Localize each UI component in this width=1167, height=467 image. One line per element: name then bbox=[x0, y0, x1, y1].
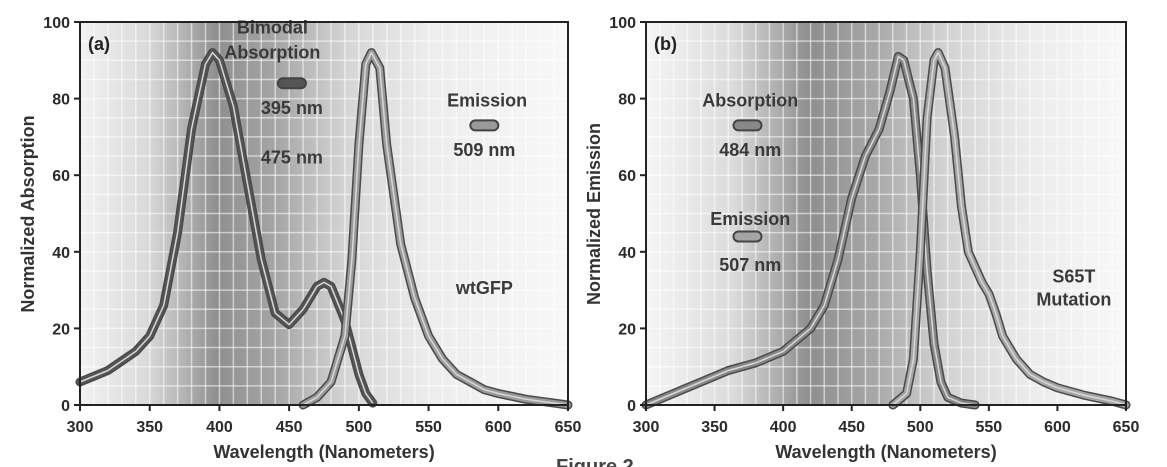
annotation-label: wtGFP bbox=[455, 278, 513, 298]
annotation-label: 507 nm bbox=[719, 255, 781, 275]
annotation-label: Mutation bbox=[1036, 289, 1111, 309]
legend-swatch bbox=[276, 77, 307, 90]
annotation-label: Absorption bbox=[702, 90, 798, 110]
series-line-highlight bbox=[645, 55, 976, 406]
legend-marks bbox=[732, 119, 763, 243]
annotations: Bimodal Absorption 395 nm 475 nm Emission 509… bbox=[224, 17, 527, 297]
series-line-highlight bbox=[892, 51, 1127, 406]
annotation-label: S65T bbox=[1052, 266, 1095, 286]
curves bbox=[641, 48, 1131, 410]
y-tick-label: 40 bbox=[618, 245, 636, 262]
plot-frame bbox=[645, 21, 1127, 406]
annotation-label: Emission bbox=[447, 90, 527, 110]
y-axis-label: Normalized Emission bbox=[584, 123, 604, 305]
y-tick-label: 60 bbox=[52, 168, 70, 185]
x-tick-label: 300 bbox=[633, 419, 660, 436]
x-axis-label: Wavelength (Nanometers) bbox=[213, 442, 434, 462]
series-line-highlight bbox=[302, 51, 569, 406]
ticks: 300 350 400 450 500 550 600 650 0 20 40 60 80 100 bbox=[609, 15, 1139, 436]
y-tick-label: 60 bbox=[618, 168, 636, 185]
x-tick-label: 500 bbox=[907, 419, 934, 436]
y-tick-label: 0 bbox=[61, 398, 70, 415]
x-tick-label: 650 bbox=[555, 419, 582, 436]
annotation-label: Emission bbox=[710, 209, 790, 229]
x-tick-label: 350 bbox=[136, 419, 163, 436]
legend-swatch bbox=[732, 119, 763, 132]
annotation-label: 509 nm bbox=[453, 140, 515, 160]
panel-label: (a) bbox=[88, 34, 110, 54]
x-tick-label: 400 bbox=[206, 419, 233, 436]
x-tick-label: 450 bbox=[276, 419, 303, 436]
annotations: Absorption 484 nm Emission 507 nm S65T Mutati… bbox=[702, 90, 1111, 309]
legend-swatch bbox=[469, 119, 500, 132]
x-tick-label: 450 bbox=[838, 419, 865, 436]
y-tick-label: 40 bbox=[52, 245, 70, 262]
x-tick-label: 600 bbox=[485, 419, 512, 436]
x-tick-label: 550 bbox=[415, 419, 442, 436]
x-axis-label: Wavelength (Nanometers) bbox=[775, 442, 996, 462]
panel-label: (b) bbox=[654, 34, 677, 54]
chart-panel-b: Absorption 484 nm Emission 507 nm S65T Mutati… bbox=[584, 15, 1139, 462]
plot-frame bbox=[79, 21, 569, 406]
y-tick-label: 100 bbox=[609, 15, 636, 32]
annotation-label: 484 nm bbox=[719, 140, 781, 160]
annotation-label: Bimodal bbox=[237, 17, 308, 37]
legend-marks bbox=[276, 77, 500, 132]
figure-caption-fragment: Figure 2 bbox=[556, 456, 634, 467]
x-tick-label: 400 bbox=[770, 419, 797, 436]
y-tick-label: 20 bbox=[52, 321, 70, 338]
y-tick-label: 80 bbox=[618, 92, 636, 109]
annotation-label: 395 nm bbox=[261, 98, 323, 118]
x-tick-label: 300 bbox=[67, 419, 94, 436]
chart-panel-a: Bimodal Absorption 395 nm 475 nm Emission 509… bbox=[18, 15, 581, 462]
x-tick-label: 600 bbox=[1044, 419, 1071, 436]
y-axis-label: Normalized Absorption bbox=[18, 115, 38, 312]
x-tick-label: 500 bbox=[346, 419, 373, 436]
curves bbox=[75, 48, 573, 410]
legend-swatch bbox=[732, 230, 763, 243]
x-tick-label: 650 bbox=[1113, 419, 1140, 436]
annotation-label: 475 nm bbox=[261, 148, 323, 168]
annotation-label: Absorption bbox=[224, 42, 320, 62]
y-tick-label: 80 bbox=[52, 92, 70, 109]
x-tick-label: 350 bbox=[701, 419, 728, 436]
series-line-highlight bbox=[79, 51, 374, 404]
y-tick-label: 20 bbox=[618, 321, 636, 338]
grid bbox=[80, 22, 568, 405]
y-tick-label: 100 bbox=[43, 15, 70, 32]
x-tick-label: 550 bbox=[976, 419, 1003, 436]
y-tick-label: 0 bbox=[627, 398, 636, 415]
ticks: 300 350 400 450 500 550 600 650 0 20 40 60 80 100 bbox=[43, 15, 581, 436]
